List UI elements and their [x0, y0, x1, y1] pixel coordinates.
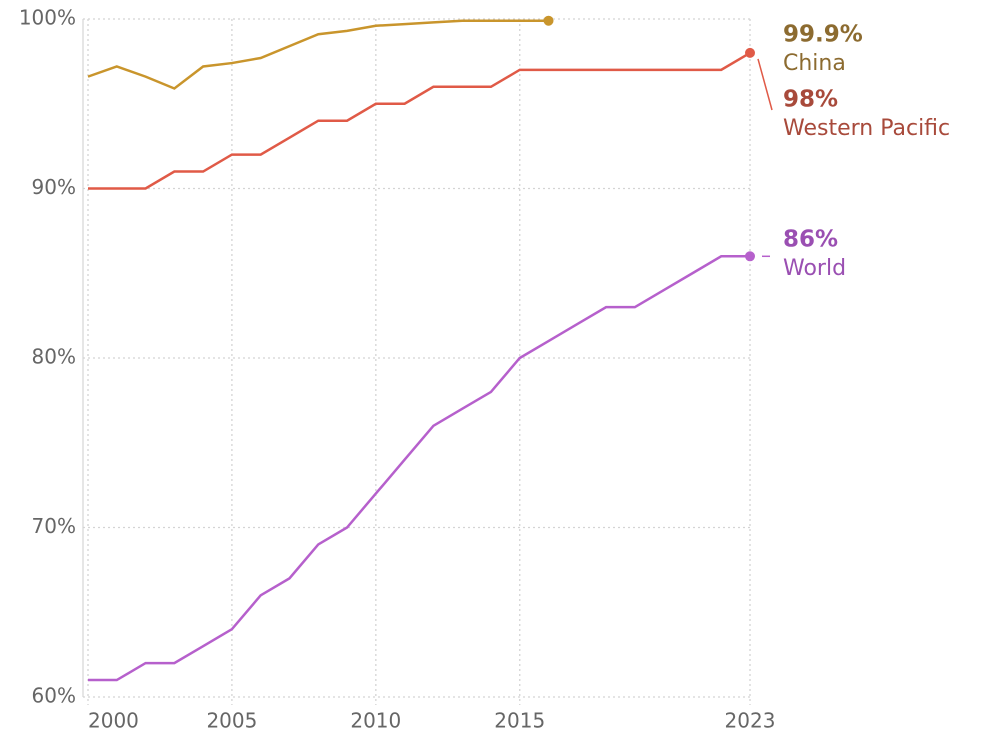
x-tick-label: 2010 [350, 709, 401, 733]
value-label: 98% [783, 87, 838, 113]
x-tick-label: 2015 [494, 709, 545, 733]
series-line [88, 51, 751, 190]
value-label: 99.9% [783, 22, 863, 48]
series-line [88, 255, 750, 682]
value-label: 86% [783, 227, 838, 253]
legend-label: Western Pacific [783, 116, 950, 141]
end-dot [745, 47, 755, 58]
y-tick-label: 100% [19, 6, 76, 30]
y-tick-label: 80% [32, 345, 76, 369]
x-tick-label: 2000 [88, 709, 139, 733]
series-line [87, 19, 549, 90]
legend-label: China [783, 51, 846, 76]
y-tick-label: 90% [32, 175, 76, 199]
y-tick-label: 70% [32, 514, 76, 538]
legend-label: World [783, 256, 846, 281]
y-tick-label: 60% [32, 684, 76, 708]
end-dot [543, 15, 554, 26]
x-tick-label: 2005 [206, 709, 257, 733]
leader-line [757, 58, 773, 111]
end-dot [745, 251, 755, 262]
x-tick-label: 2023 [725, 709, 776, 733]
